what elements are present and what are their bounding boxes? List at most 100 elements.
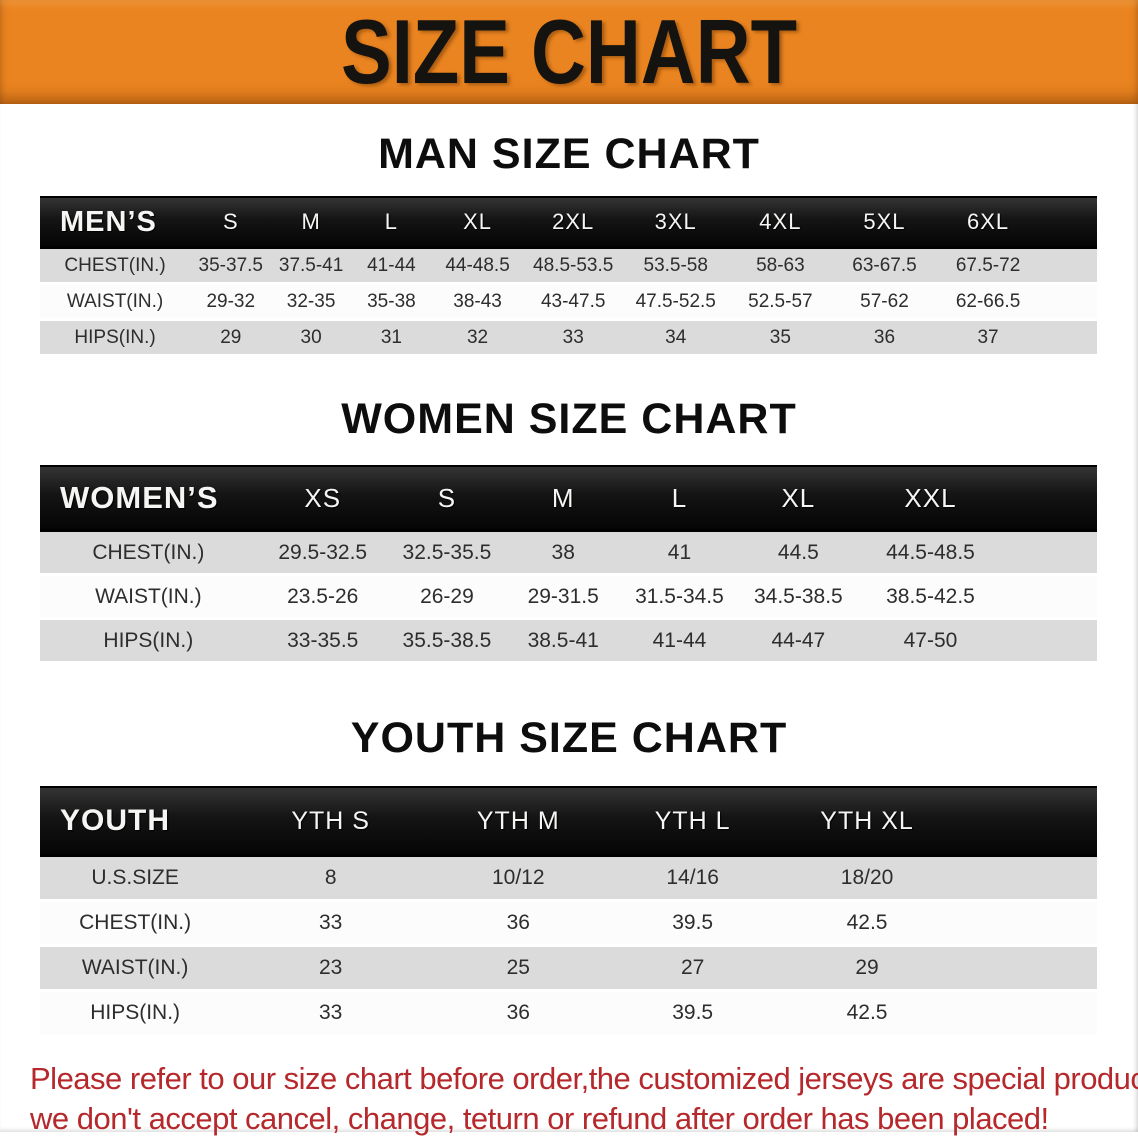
column-header: L xyxy=(350,196,433,249)
banner-title: SIZE CHART xyxy=(341,0,797,103)
table-cell: 35-38 xyxy=(350,283,433,321)
youth-size-table: YOUTH YTH S YTH M YTH L YTH XL U.S.SIZE 8 10/12… xyxy=(40,786,1097,1037)
table-header-row: MEN’S S M L XL 2XL 3XL 4XL 5XL 6XL xyxy=(40,196,1097,249)
spacer-cell xyxy=(954,900,1097,947)
women-size-section: WOMEN SIZE CHART WOMEN’S XS S M L XL XXL CHEST(… xyxy=(0,395,1138,664)
table-cell: 36 xyxy=(832,319,937,357)
table-cell: 29-31.5 xyxy=(505,574,622,620)
table-cell: 32.5-35.5 xyxy=(388,530,506,576)
table-cell: 23 xyxy=(230,945,432,992)
table-row: CHEST(IN.) 29.5-32.5 32.5-35.5 38 41 44.5 44.5… xyxy=(40,530,1097,576)
column-header: S xyxy=(190,196,272,249)
table-row: CHEST(IN.) 35-37.5 37.5-41 41-44 44-48.5 48.5… xyxy=(40,247,1097,285)
table-cell: 48.5-53.5 xyxy=(523,247,624,285)
table-cell: 35 xyxy=(728,319,833,357)
table-cell: 37.5-41 xyxy=(271,247,351,285)
table-row: HIPS(IN.) 33 36 39.5 42.5 xyxy=(40,990,1097,1037)
spacer-cell xyxy=(954,945,1097,992)
table-cell: 36 xyxy=(431,900,606,947)
table-title: MEN’S xyxy=(40,196,191,249)
table-cell: 41-44 xyxy=(350,247,433,285)
row-label: WAIST(IN.) xyxy=(40,574,257,620)
table-cell: 26-29 xyxy=(388,574,506,620)
table-cell: 63-67.5 xyxy=(832,247,937,285)
table-row: HIPS(IN.) 29 30 31 32 33 34 35 36 37 xyxy=(40,319,1097,357)
row-label: WAIST(IN.) xyxy=(40,945,231,992)
table-cell: 8 xyxy=(230,855,432,902)
column-header: YTH L xyxy=(605,786,780,857)
column-header: M xyxy=(505,465,622,532)
youth-size-section: YOUTH SIZE CHART YOUTH YTH S YTH M YTH L YTH… xyxy=(0,714,1138,1037)
table-cell: 33 xyxy=(230,900,432,947)
table-cell: 27 xyxy=(605,945,780,992)
table-cell: 38.5-42.5 xyxy=(859,574,1002,620)
table-cell: 34.5-38.5 xyxy=(737,574,860,620)
men-section-heading: MAN SIZE CHART xyxy=(378,130,760,178)
row-label: HIPS(IN.) xyxy=(40,319,191,357)
table-cell: 25 xyxy=(431,945,606,992)
table-cell: 30 xyxy=(271,319,351,357)
size-chart-banner: SIZE CHART xyxy=(0,0,1138,104)
table-cell: 33 xyxy=(523,319,624,357)
table-cell: 14/16 xyxy=(605,855,780,902)
row-label: U.S.SIZE xyxy=(40,855,231,902)
table-cell: 39.5 xyxy=(605,900,780,947)
table-header-row: WOMEN’S XS S M L XL XXL xyxy=(40,465,1097,532)
table-cell: 38.5-41 xyxy=(505,618,622,664)
spacer-cell xyxy=(1001,618,1097,664)
table-row: U.S.SIZE 8 10/12 14/16 18/20 xyxy=(40,855,1097,902)
column-header: 6XL xyxy=(936,196,1040,249)
disclaimer-line-1: Please refer to our size chart before or… xyxy=(30,1061,1138,1096)
table-cell: 32 xyxy=(432,319,523,357)
table-cell: 44-47 xyxy=(737,618,860,664)
table-cell: 31.5-34.5 xyxy=(621,574,738,620)
table-cell: 44.5 xyxy=(737,530,860,576)
table-cell: 32-35 xyxy=(271,283,351,321)
table-cell: 29 xyxy=(779,945,955,992)
row-label: CHEST(IN.) xyxy=(40,900,231,947)
table-title: YOUTH xyxy=(40,786,231,857)
column-header: 3XL xyxy=(623,196,729,249)
table-cell: 44-48.5 xyxy=(432,247,523,285)
column-header: XL xyxy=(737,465,860,532)
table-cell: 37 xyxy=(936,319,1040,357)
table-cell: 10/12 xyxy=(431,855,606,902)
table-cell: 42.5 xyxy=(779,900,955,947)
column-header: XL xyxy=(432,196,523,249)
column-header: L xyxy=(621,465,738,532)
column-header: M xyxy=(271,196,351,249)
table-cell: 33-35.5 xyxy=(256,618,389,664)
table-cell: 41 xyxy=(621,530,738,576)
row-label: HIPS(IN.) xyxy=(40,990,231,1037)
women-size-table: WOMEN’S XS S M L XL XXL CHEST(IN.) 29.5-32.5 32.5… xyxy=(40,465,1097,664)
column-header: S xyxy=(388,465,506,532)
column-header: YTH M xyxy=(431,786,606,857)
table-row: CHEST(IN.) 33 36 39.5 42.5 xyxy=(40,900,1097,947)
table-cell: 29 xyxy=(190,319,272,357)
spacer-cell xyxy=(1039,283,1097,321)
table-row: WAIST(IN.) 29-32 32-35 35-38 38-43 43-47.5 47.… xyxy=(40,283,1097,321)
table-cell: 44.5-48.5 xyxy=(859,530,1002,576)
table-cell: 29.5-32.5 xyxy=(256,530,389,576)
table-cell: 36 xyxy=(431,990,606,1037)
spacer-cell xyxy=(954,786,1097,857)
table-cell: 38 xyxy=(505,530,622,576)
table-cell: 62-66.5 xyxy=(936,283,1040,321)
table-header-row: YOUTH YTH S YTH M YTH L YTH XL xyxy=(40,786,1097,857)
table-cell: 41-44 xyxy=(621,618,738,664)
spacer-cell xyxy=(954,990,1097,1037)
column-header: 2XL xyxy=(523,196,624,249)
table-cell: 58-63 xyxy=(728,247,833,285)
column-header: 4XL xyxy=(728,196,833,249)
table-cell: 38-43 xyxy=(432,283,523,321)
spacer-cell xyxy=(1039,319,1097,357)
column-header: YTH XL xyxy=(779,786,955,857)
table-cell: 47-50 xyxy=(859,618,1002,664)
table-cell: 29-32 xyxy=(190,283,272,321)
table-cell: 42.5 xyxy=(779,990,955,1037)
row-label: CHEST(IN.) xyxy=(40,530,257,576)
table-cell: 57-62 xyxy=(832,283,937,321)
spacer-cell xyxy=(1001,465,1097,532)
column-header: YTH S xyxy=(230,786,432,857)
